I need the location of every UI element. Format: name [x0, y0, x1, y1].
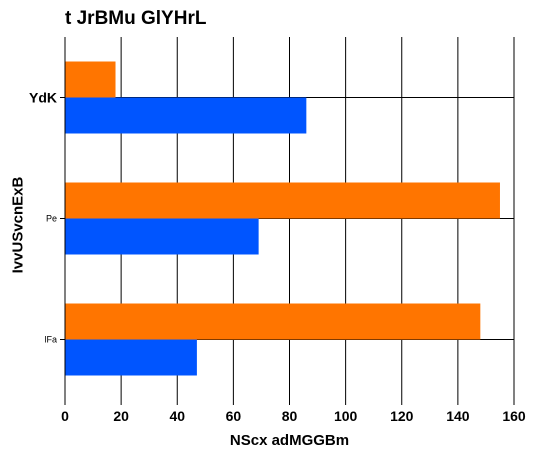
x-tick-label: 160 — [502, 408, 526, 424]
bar — [65, 183, 500, 219]
bar — [65, 219, 259, 255]
x-axis-label: NScx adMGGBm — [65, 432, 514, 449]
y-tick-label: YdK — [29, 90, 57, 106]
x-tick-label: 40 — [169, 408, 185, 424]
y-axis-label: IvvUSvcnExB — [10, 177, 27, 274]
x-tick-label: 120 — [390, 408, 414, 424]
y-tick-label: lFa — [44, 335, 57, 345]
x-tick-label: 80 — [282, 408, 298, 424]
x-tick-label: 140 — [446, 408, 470, 424]
bar — [65, 62, 116, 98]
bar — [65, 304, 480, 340]
bars — [65, 62, 500, 376]
bar — [65, 340, 197, 376]
bar — [65, 98, 306, 134]
x-tick-label: 20 — [113, 408, 129, 424]
x-tick-label: 0 — [61, 408, 69, 424]
y-tick-label: Pe — [46, 214, 57, 224]
x-tick-label: 100 — [334, 408, 358, 424]
x-tick-label: 60 — [226, 408, 242, 424]
